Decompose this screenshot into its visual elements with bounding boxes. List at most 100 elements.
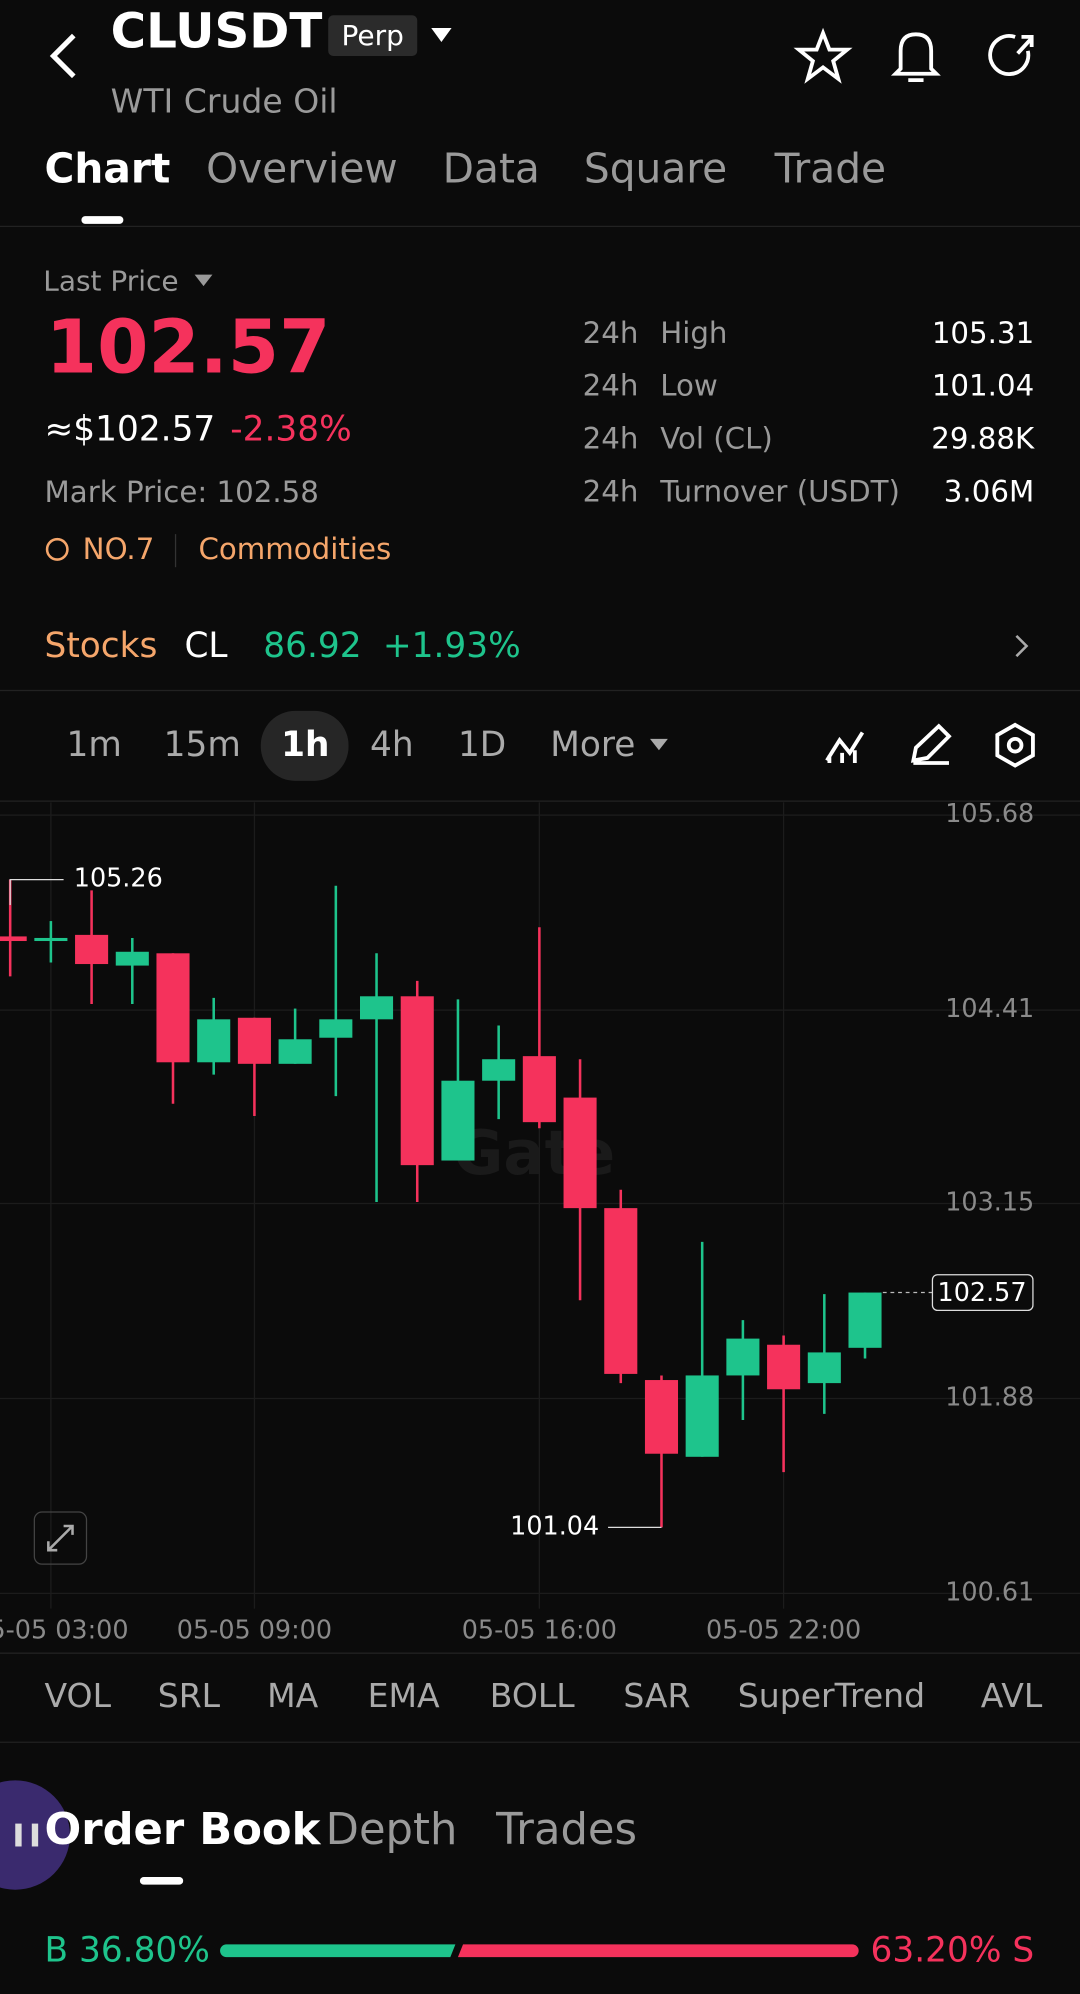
- y-tick-label: 103.15: [945, 1187, 1034, 1217]
- stock-price: 86.92: [263, 626, 361, 666]
- x-tick-label: 05-05 03:00: [0, 1615, 129, 1645]
- candle-body: [604, 1208, 638, 1374]
- candle-body: [360, 996, 394, 1020]
- indicator[interactable]: BOLL: [490, 1676, 576, 1715]
- last-price-box: [931, 1274, 1034, 1311]
- indicator[interactable]: MA: [267, 1676, 319, 1715]
- rank[interactable]: NO.7: [83, 532, 155, 566]
- tab[interactable]: Data: [443, 145, 540, 193]
- interval[interactable]: 15m: [164, 725, 241, 765]
- x-tick-label: 05-05 22:00: [706, 1615, 861, 1645]
- candle-body: [237, 1017, 271, 1064]
- stat-period: 24h: [583, 316, 639, 350]
- stat-value: 105.31: [932, 316, 1034, 350]
- candle-body: [522, 1056, 556, 1123]
- stat-period: 24h: [583, 369, 639, 403]
- candle-body: [34, 937, 68, 942]
- sell-bar: [457, 1944, 859, 1958]
- candle-body: [644, 1380, 679, 1454]
- high-label: 105.26: [74, 863, 163, 893]
- y-tick-label: 105.68: [945, 798, 1034, 828]
- share[interactable]: [988, 34, 1034, 76]
- interval[interactable]: 4h: [370, 725, 414, 765]
- sector[interactable]: Commodities: [198, 532, 391, 566]
- last-price: 102.57: [46, 305, 331, 390]
- indicator[interactable]: EMA: [368, 1676, 440, 1715]
- stocks-label[interactable]: Stocks: [45, 626, 158, 666]
- book-tab[interactable]: Order Book: [45, 1805, 322, 1855]
- candle-body: [156, 953, 190, 1063]
- candle-body: [726, 1338, 760, 1376]
- indicator[interactable]: SAR: [623, 1676, 690, 1715]
- dropdown: [650, 738, 668, 751]
- alert[interactable]: [890, 32, 941, 83]
- y-tick-label: 104.41: [945, 993, 1034, 1023]
- stat-value: 101.04: [932, 369, 1034, 403]
- candle-body: [0, 936, 27, 942]
- buy-bar: [220, 1944, 456, 1958]
- float-icon: [15, 1823, 22, 1847]
- candle-body: [278, 1039, 312, 1064]
- indicator[interactable]: AVL: [981, 1676, 1043, 1715]
- last-price-label[interactable]: Last Price: [43, 264, 178, 297]
- buy-ratio: B 36.80%: [45, 1931, 210, 1971]
- dropdown: [194, 274, 213, 287]
- mark-price: Mark Price: 102.58: [45, 475, 319, 509]
- favorite[interactable]: [793, 27, 853, 84]
- tab[interactable]: Trade: [774, 145, 886, 193]
- badge: Perp: [342, 19, 404, 52]
- stat-value: 3.06M: [944, 474, 1034, 508]
- chart: Gate100.61101.88103.15104.41105.6805-05 …: [0, 798, 1080, 1645]
- candle-body: [319, 1019, 353, 1038]
- interval[interactable]: 1h: [281, 725, 329, 765]
- interval[interactable]: More: [550, 725, 635, 765]
- candle-body: [482, 1059, 516, 1081]
- fullscreen-icon: [47, 1524, 74, 1552]
- tab[interactable]: Square: [584, 145, 727, 193]
- back-button[interactable]: [49, 33, 76, 79]
- rank-icon: [45, 537, 69, 561]
- candle-body: [441, 1080, 475, 1161]
- badge-bg: [328, 15, 418, 56]
- stat-value: 29.88K: [931, 422, 1035, 456]
- x-tick-label: 05-05 09:00: [177, 1615, 332, 1645]
- dropdown[interactable]: [431, 27, 452, 42]
- stat-period: 24h: [583, 474, 639, 508]
- settings-icon[interactable]: [995, 722, 1035, 768]
- indicator[interactable]: VOL: [45, 1676, 112, 1715]
- candle-body: [400, 996, 434, 1166]
- indicators-icon[interactable]: [825, 731, 865, 764]
- candle-body: [807, 1352, 841, 1384]
- y-tick-label: 100.61: [945, 1576, 1034, 1606]
- stat-label: Vol (CL): [660, 422, 773, 456]
- interval[interactable]: 1D: [458, 725, 506, 765]
- stat-label: Low: [660, 369, 718, 403]
- x-tick-label: 05-05 16:00: [462, 1615, 617, 1645]
- book-tab[interactable]: Trades: [495, 1805, 637, 1855]
- candle-body: [563, 1097, 597, 1209]
- book-tab[interactable]: Depth: [326, 1805, 458, 1855]
- stat-label: Turnover (USDT): [659, 474, 900, 508]
- tab-indicator: [81, 216, 124, 224]
- tab[interactable]: Overview: [206, 145, 398, 193]
- candle-body: [115, 951, 149, 966]
- indicator[interactable]: SuperTrend: [738, 1676, 925, 1715]
- candle-body: [685, 1375, 719, 1457]
- low-label: 101.04: [510, 1510, 599, 1540]
- stat-period: 24h: [583, 422, 639, 456]
- fullscreen[interactable]: [33, 1511, 88, 1565]
- candle-body: [197, 1019, 231, 1063]
- chevron[interactable]: [1015, 634, 1029, 658]
- float-icon: [31, 1823, 39, 1847]
- candle-body: [75, 934, 109, 965]
- stock-ticker: CL: [184, 626, 227, 666]
- usd-price: ≈$102.57: [45, 410, 216, 450]
- tab[interactable]: Chart: [45, 145, 171, 193]
- indicator[interactable]: SRL: [158, 1676, 221, 1715]
- draw-icon[interactable]: [910, 723, 952, 765]
- candle-body: [767, 1344, 801, 1390]
- interval[interactable]: 1m: [66, 725, 121, 765]
- settings-icon-dot: [1006, 736, 1024, 754]
- stat-label: High: [660, 316, 727, 350]
